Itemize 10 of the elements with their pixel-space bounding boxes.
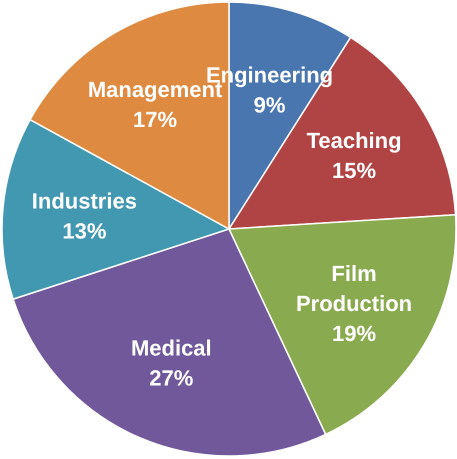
data-label: 27% — [149, 364, 194, 390]
data-label: 13% — [62, 218, 106, 243]
slice-label: Teaching — [306, 128, 402, 153]
data-label: 15% — [332, 158, 376, 183]
data-label: 17% — [133, 106, 178, 132]
slice-label: Industries — [32, 188, 137, 213]
slice-label: Medical — [130, 334, 212, 360]
slice-label: Film Production — [296, 260, 412, 316]
data-label: 19% — [332, 320, 376, 346]
data-label: 9% — [254, 92, 286, 117]
